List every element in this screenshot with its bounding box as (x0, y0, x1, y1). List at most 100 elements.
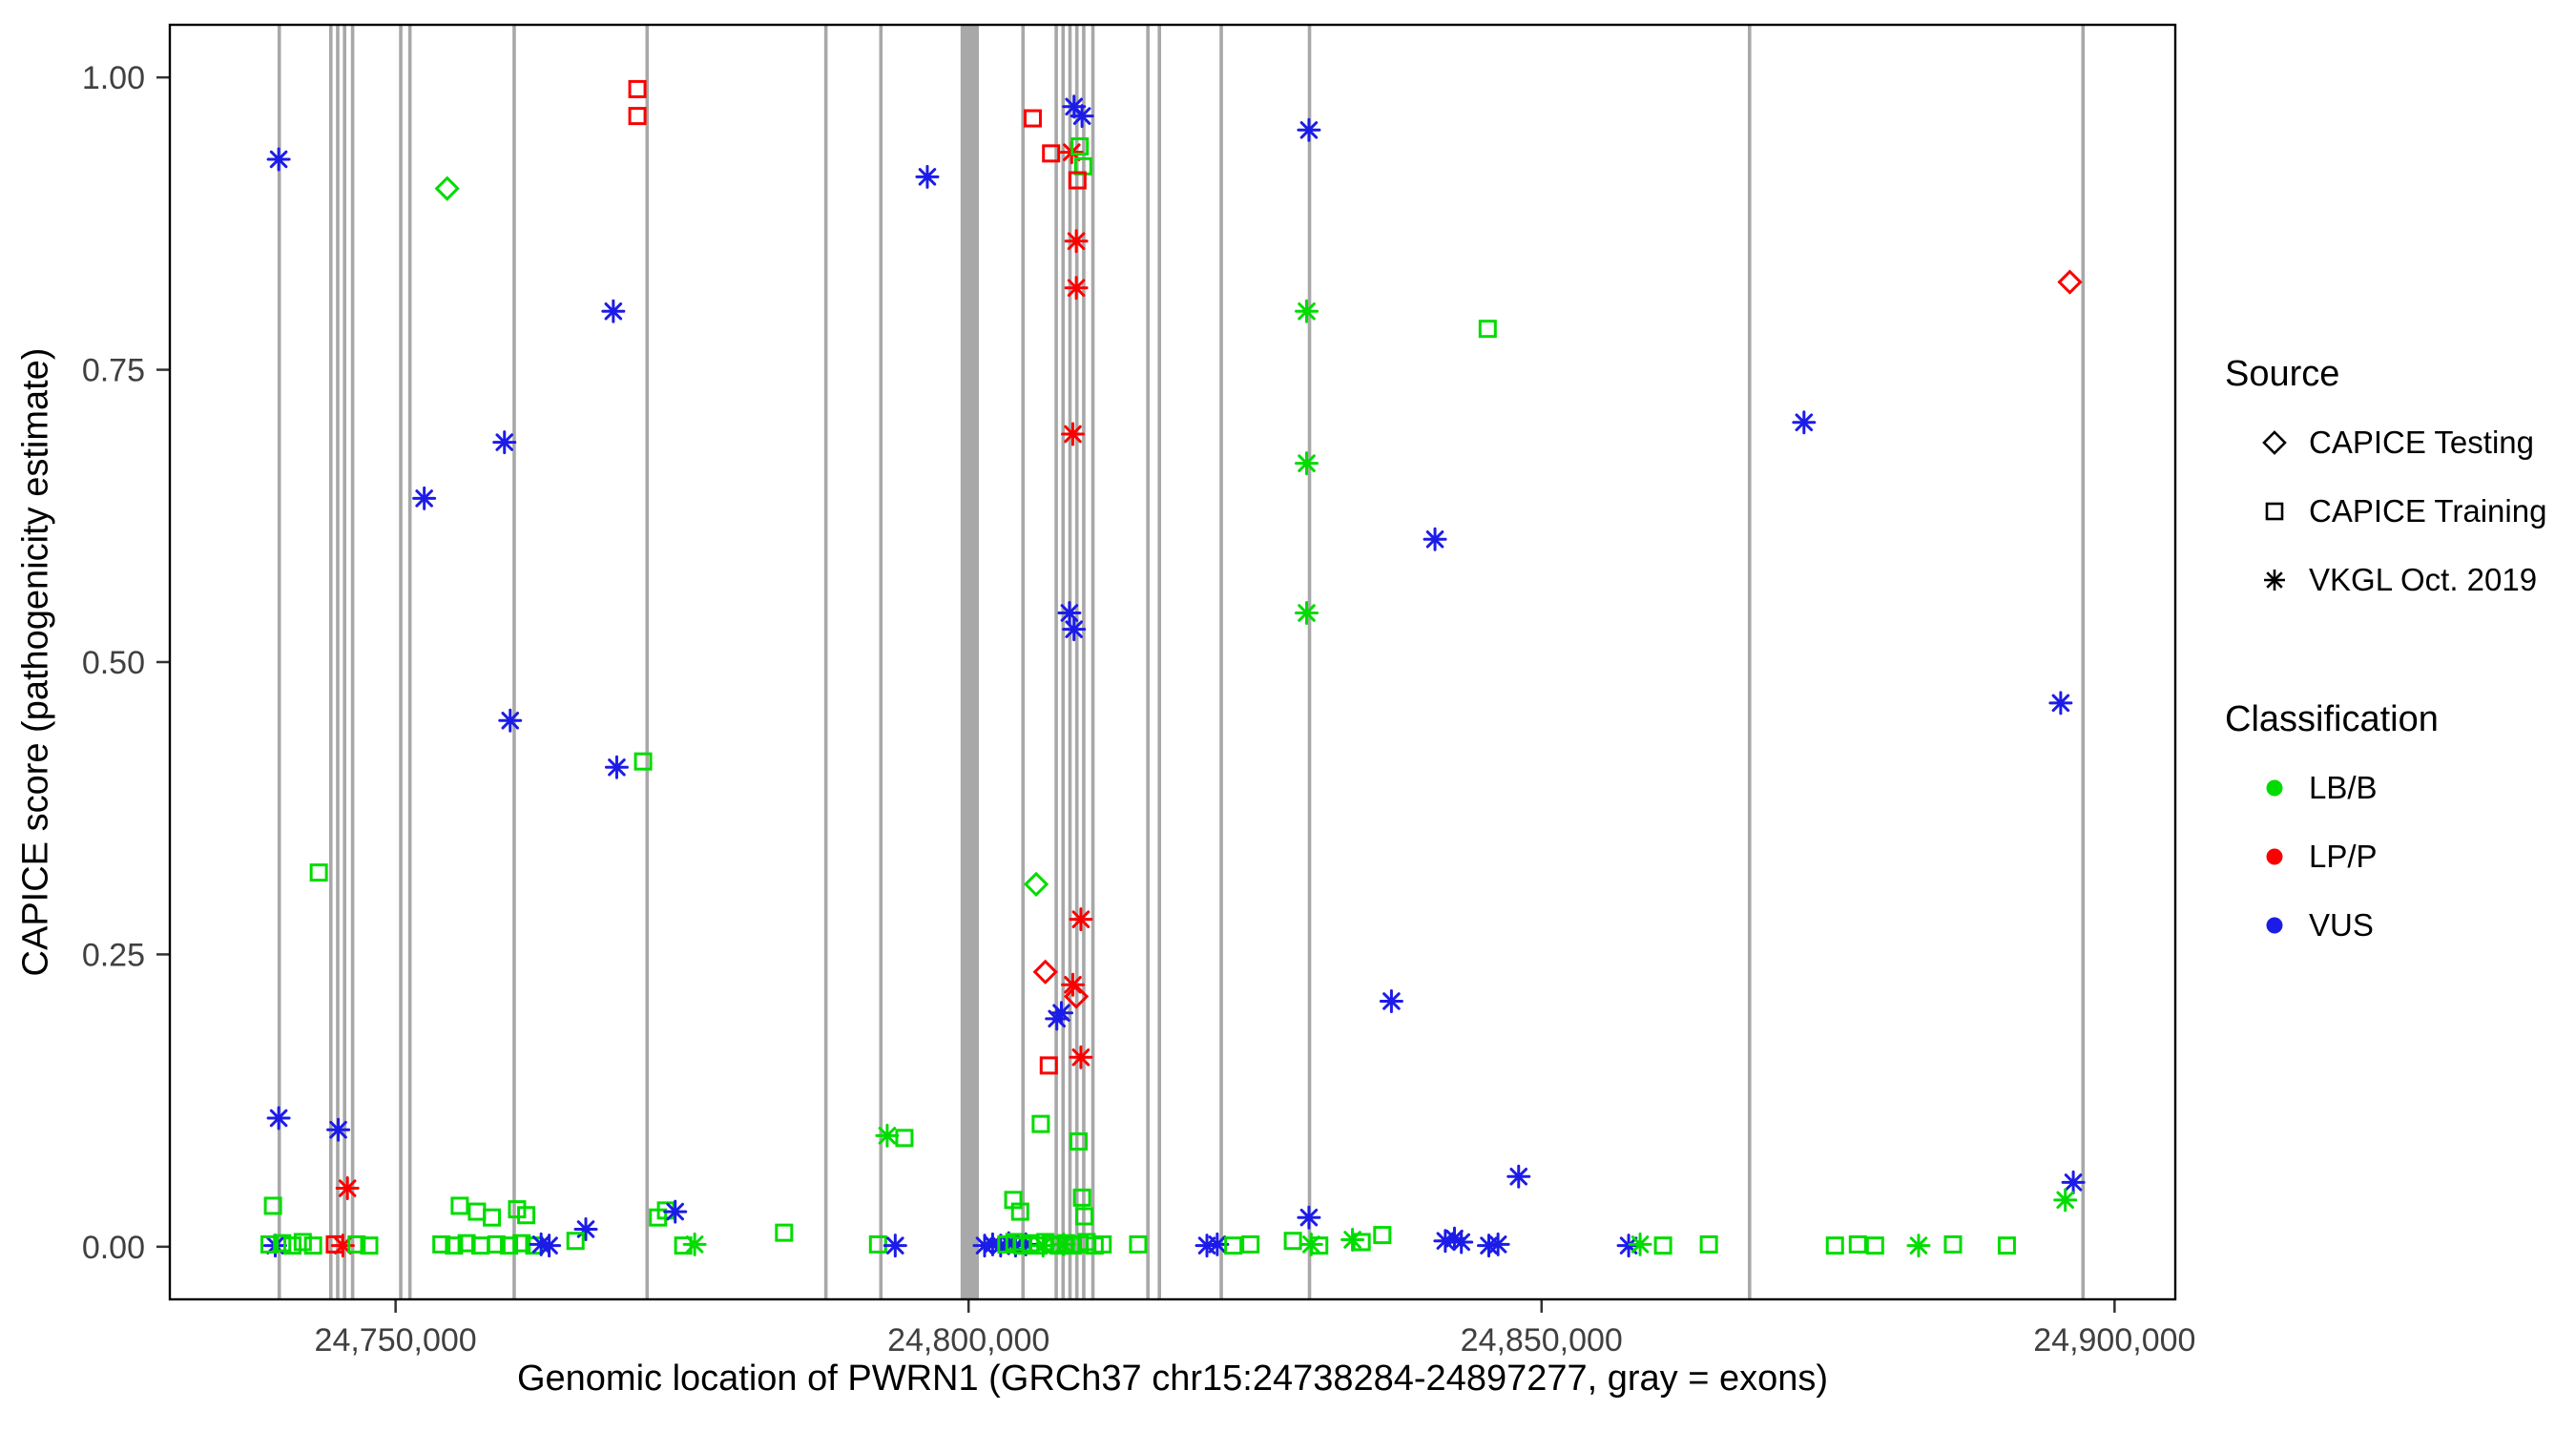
data-point-asterisk (883, 1234, 907, 1258)
data-point-asterisk (266, 1106, 291, 1130)
exon-marker (645, 26, 650, 1298)
plot-panel-background (170, 25, 2175, 1299)
data-point-asterisk (537, 1234, 562, 1258)
y-tick-label: 0.50 (82, 645, 145, 681)
data-point-asterisk (1045, 1006, 1070, 1031)
data-point-asterisk (412, 486, 437, 510)
data-point-square (1241, 1234, 1260, 1254)
legend-classification-title: Classification (2225, 699, 2439, 739)
data-point-asterisk (1295, 299, 1319, 323)
data-point-square (895, 1129, 914, 1148)
data-point-square (1848, 1234, 1867, 1254)
data-point-square (508, 1200, 527, 1219)
exon-marker (1068, 26, 1072, 1298)
data-point-asterisk (601, 299, 626, 323)
exon-marker (407, 26, 412, 1298)
legend-label: CAPICE Testing (2309, 425, 2534, 460)
data-point-square (1997, 1236, 2016, 1255)
data-point-asterisk (326, 1117, 351, 1142)
legend-source-title: Source (2225, 354, 2340, 394)
data-point-square (628, 107, 647, 126)
data-point-asterisk (2053, 1188, 2078, 1213)
data-point-square (1224, 1236, 1243, 1255)
x-tick-label: 24,800,000 (887, 1322, 1049, 1358)
data-point-diamond (2057, 269, 2083, 295)
exon-marker (2081, 26, 2086, 1298)
exon-marker (1747, 26, 1752, 1298)
data-point-square (1129, 1234, 1148, 1254)
data-point-diamond (1063, 984, 1090, 1009)
data-point-square (1075, 1207, 1094, 1226)
data-point-square (628, 79, 647, 98)
exon-marker (1054, 26, 1058, 1298)
asterisk-icon (2254, 559, 2296, 601)
data-point-asterisk (1906, 1234, 1931, 1258)
data-point-square (283, 1236, 302, 1255)
data-point-asterisk (1506, 1164, 1531, 1189)
data-point-asterisk (1449, 1230, 1474, 1255)
legend-label: VUS (2309, 907, 2374, 943)
data-point-square (566, 1232, 585, 1251)
data-point-asterisk (498, 708, 523, 733)
exon-marker (1091, 26, 1095, 1298)
data-point-asterisk (2061, 1170, 2086, 1194)
legend-item-capice-testing: CAPICE Testing (2225, 408, 2546, 477)
data-point-square (445, 1236, 464, 1255)
data-point-asterisk (1064, 229, 1089, 254)
data-point-square (260, 1234, 279, 1254)
exon-marker (960, 26, 980, 1298)
exon-marker (512, 26, 516, 1298)
data-point-asterisk (663, 1199, 688, 1224)
data-point-asterisk (1628, 1232, 1652, 1256)
data-point-square (500, 1236, 519, 1255)
data-point-square (293, 1233, 312, 1252)
y-tick-label: 0.25 (82, 937, 145, 973)
data-point-square (1283, 1232, 1302, 1251)
data-point-asterisk (1205, 1232, 1230, 1256)
exon-marker (277, 26, 281, 1298)
data-point-asterisk (573, 1216, 598, 1241)
data-point-square (1352, 1233, 1371, 1252)
data-point-square (1070, 136, 1090, 156)
data-point-asterisk (1485, 1232, 1510, 1256)
data-point-asterisk (1297, 117, 1321, 142)
data-point-square (1478, 320, 1497, 339)
data-point-square (1653, 1236, 1672, 1255)
data-point-square (450, 1196, 469, 1215)
data-point-asterisk (1070, 104, 1094, 129)
exon-marker (350, 26, 355, 1298)
data-point-asterisk (1061, 972, 1086, 997)
data-point-square (1072, 1188, 1091, 1207)
data-point-asterisk (2048, 691, 2073, 716)
y-axis-title: CAPICE score (pathogenicity estimate) (15, 347, 56, 977)
data-point-asterisk (492, 430, 517, 455)
x-tick-label: 24,750,000 (315, 1322, 477, 1358)
square-icon (2254, 490, 2296, 532)
data-point-square (1070, 1132, 1089, 1151)
legend-label: LB/B (2309, 770, 2378, 805)
exon-marker (823, 26, 828, 1298)
exon-marker (343, 26, 346, 1298)
x-tick-label: 24,900,000 (2033, 1322, 2195, 1358)
exon-marker (1082, 26, 1086, 1298)
data-point-asterisk (875, 1123, 900, 1148)
exon-marker (399, 26, 403, 1298)
data-point-square (432, 1234, 451, 1254)
exon-marker (1061, 26, 1066, 1298)
data-point-asterisk (1792, 410, 1817, 435)
plot-panel-border (168, 23, 2177, 1301)
legend-item-lpp: LP/P (2225, 822, 2546, 891)
data-point-asterisk (335, 1176, 360, 1201)
data-point-asterisk (1062, 617, 1087, 642)
blue-dot-icon (2254, 904, 2296, 946)
data-point-asterisk (1030, 1234, 1055, 1258)
data-point-square (273, 1234, 292, 1253)
x-tick-label: 24,850,000 (1461, 1322, 1623, 1358)
data-point-asterisk (1069, 907, 1093, 932)
data-point-asterisk (1340, 1227, 1365, 1252)
data-point-square (309, 863, 328, 882)
data-point-asterisk (1051, 1232, 1076, 1256)
data-point-asterisk (604, 755, 629, 779)
